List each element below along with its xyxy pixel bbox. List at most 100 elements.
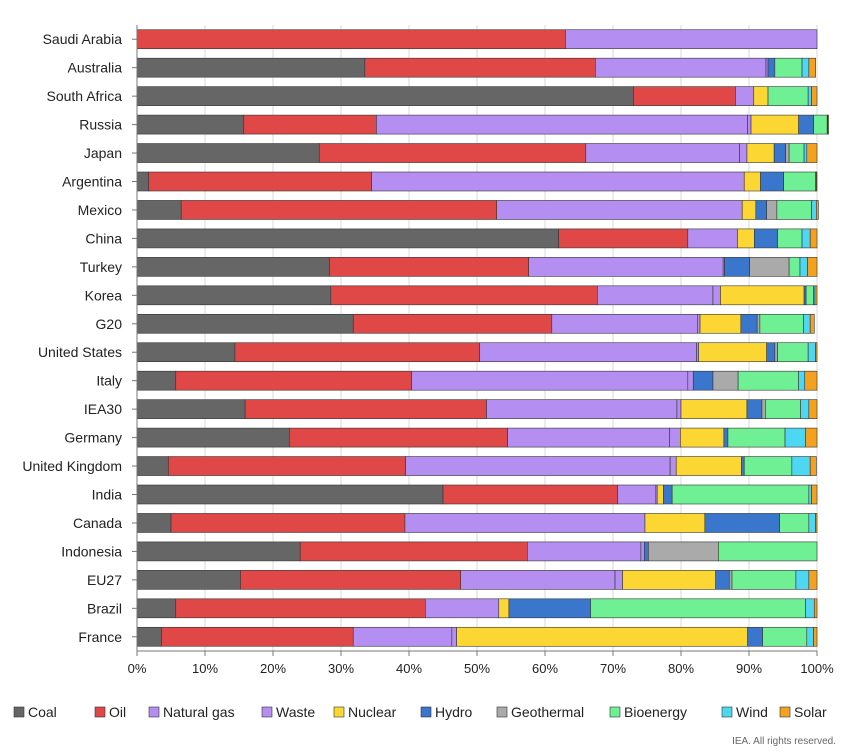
bar-segment [528, 257, 724, 277]
bar-segment [136, 171, 149, 192]
bar-segment [813, 626, 818, 647]
bar-segment [508, 598, 591, 619]
category-label: United Kingdom [22, 458, 122, 474]
bar-segment [806, 626, 814, 647]
bar-segment [813, 598, 818, 619]
category-label: Argentina [62, 174, 122, 190]
bar-segment [675, 456, 742, 476]
bar-segment [759, 313, 804, 334]
bar-segment [136, 143, 320, 163]
bar-segment [809, 456, 817, 476]
bar-segment [715, 570, 730, 590]
bar-segment [364, 57, 596, 78]
legend-swatch [420, 706, 432, 718]
bar-segment [774, 342, 778, 363]
x-tick-label: 30% [328, 661, 354, 676]
bar-segment [765, 57, 769, 78]
category-label: France [78, 629, 122, 645]
bar-segment [803, 143, 808, 163]
bar-segment [669, 427, 681, 448]
bar-segment [404, 513, 646, 533]
bar-segment [676, 399, 682, 419]
legend-label: Waste [276, 704, 315, 720]
bar-segment [813, 114, 828, 135]
bar-segment [680, 427, 725, 448]
bar-segment [643, 541, 649, 562]
legend-swatch [496, 706, 508, 718]
bar-segment [697, 313, 701, 334]
bar-segment [749, 257, 790, 277]
bar-segment [746, 399, 763, 419]
bar-segment [747, 626, 763, 647]
bar-segment [175, 598, 426, 619]
bar-segment [175, 370, 413, 391]
bar-segment [718, 541, 818, 562]
bar-segment [680, 399, 748, 419]
bar-segment [136, 541, 301, 562]
bar-segment [699, 313, 742, 334]
x-tick-label: 10% [192, 661, 218, 676]
bar-segment [136, 86, 634, 106]
bar-segment [735, 86, 755, 106]
bar-segment [805, 285, 814, 306]
bar-segment [411, 370, 689, 391]
x-tick-label: 70% [600, 661, 626, 676]
legend-label: Hydro [435, 704, 473, 720]
bar-segment [767, 57, 776, 78]
category-label: South Africa [47, 88, 123, 104]
category-label: China [85, 230, 122, 246]
bar-segment [696, 342, 699, 363]
x-tick-label: 80% [668, 661, 694, 676]
bar-segment [405, 456, 671, 476]
bar-segment [808, 570, 818, 590]
legend-label: Oil [109, 704, 126, 720]
bar-segment [798, 114, 814, 135]
bar-segment [507, 427, 670, 448]
bar-segment [617, 484, 657, 505]
bar-segment [811, 484, 818, 505]
bar-segment [352, 626, 453, 647]
bar-segment [765, 399, 801, 419]
legend-swatch [609, 706, 621, 718]
bar-segment [766, 342, 776, 363]
category-label: IEA30 [84, 401, 122, 417]
x-tick-label: 0% [128, 661, 147, 676]
bar-segment [737, 228, 755, 249]
legend-label: Geothermal [511, 704, 584, 720]
legend-label: Solar [794, 704, 827, 720]
bar-segment [815, 513, 818, 533]
bar-segment [329, 257, 529, 277]
bar-segment [754, 228, 778, 249]
x-tick-label: 40% [396, 661, 422, 676]
category-label: Indonesia [61, 543, 122, 559]
bar-segment [760, 171, 784, 192]
bar-segment [776, 200, 812, 220]
bar-segment [783, 171, 816, 192]
category-label: Korea [85, 287, 123, 303]
bar-segment [669, 456, 677, 476]
bar-segment [425, 598, 500, 619]
bar-segment [809, 228, 818, 249]
bar-segment [352, 313, 553, 334]
bar-segment [371, 171, 745, 192]
bar-segment [785, 143, 790, 163]
legend-label: Coal [28, 704, 57, 720]
bar-segment [723, 427, 729, 448]
bar-segment [136, 342, 236, 363]
bar-segment [136, 484, 444, 505]
bar-segment [527, 541, 642, 562]
bar-segment [743, 171, 761, 192]
bar-segment [496, 200, 743, 220]
bar-segment [167, 456, 406, 476]
bar-segment [460, 570, 616, 590]
bar-segment [498, 598, 510, 619]
category-label: Russia [79, 117, 122, 133]
bar-segment [136, 370, 177, 391]
bar-segment [451, 626, 457, 647]
bar-segment [808, 399, 818, 419]
bar-segment [740, 313, 758, 334]
bar-segment [633, 86, 736, 106]
bar-segment [161, 626, 354, 647]
x-tick-labels: 0% 10% 20% 30% 40% 50% 60% 70% 80% 90% 100% [128, 661, 834, 676]
bar-segment [622, 570, 716, 590]
